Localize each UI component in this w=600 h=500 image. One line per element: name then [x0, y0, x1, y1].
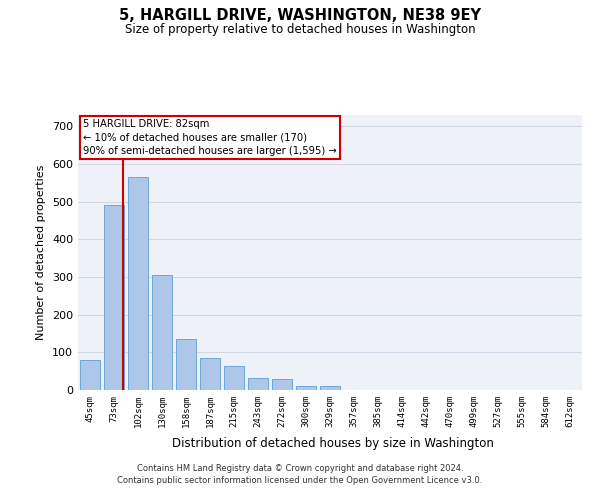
Text: 5 HARGILL DRIVE: 82sqm
← 10% of detached houses are smaller (170)
90% of semi-de: 5 HARGILL DRIVE: 82sqm ← 10% of detached…: [83, 119, 337, 156]
Text: Size of property relative to detached houses in Washington: Size of property relative to detached ho…: [125, 22, 475, 36]
Bar: [272, 380, 292, 390]
Bar: [176, 339, 196, 390]
Bar: [296, 386, 316, 390]
Bar: [80, 360, 100, 390]
Bar: [128, 177, 148, 390]
Text: Contains public sector information licensed under the Open Government Licence v3: Contains public sector information licen…: [118, 476, 482, 485]
Text: 5, HARGILL DRIVE, WASHINGTON, NE38 9EY: 5, HARGILL DRIVE, WASHINGTON, NE38 9EY: [119, 8, 481, 22]
Bar: [104, 206, 124, 390]
Bar: [320, 386, 340, 390]
Bar: [152, 275, 172, 390]
Y-axis label: Number of detached properties: Number of detached properties: [37, 165, 46, 340]
Text: Distribution of detached houses by size in Washington: Distribution of detached houses by size …: [172, 438, 494, 450]
Bar: [200, 358, 220, 390]
Bar: [224, 366, 244, 390]
Text: Contains HM Land Registry data © Crown copyright and database right 2024.: Contains HM Land Registry data © Crown c…: [137, 464, 463, 473]
Bar: [248, 378, 268, 390]
